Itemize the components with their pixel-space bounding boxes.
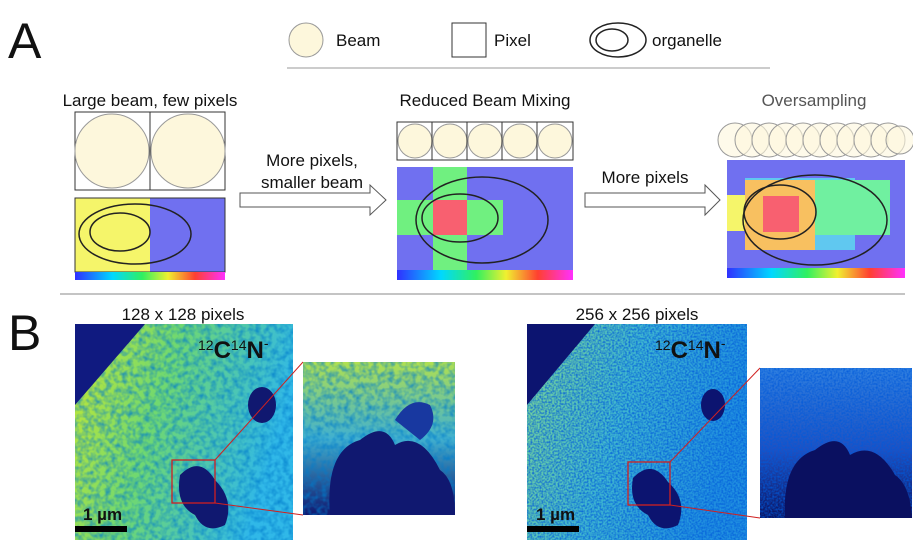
beam (151, 114, 225, 188)
beam (433, 124, 467, 158)
image-title: 256 x 256 pixels (576, 305, 699, 324)
ion-element: C (671, 337, 688, 364)
ion-mass: 14 (231, 337, 247, 353)
ion-charge: - (721, 335, 726, 351)
beam (503, 124, 537, 158)
ion-mass: 12 (655, 337, 671, 353)
panel-title: Large beam, few pixels (63, 91, 238, 110)
scale-label: 1 µm (536, 505, 575, 524)
pixel (433, 200, 467, 235)
beam (538, 124, 572, 158)
legend-pixel-icon (452, 23, 486, 57)
legend-organelle-icon (596, 29, 628, 51)
figure: A Beam Pixel organelle Large beam, few p… (0, 0, 913, 541)
color-bar (75, 272, 225, 280)
ion-charge: - (264, 335, 269, 351)
scale-label: 1 µm (83, 505, 122, 524)
image-title: 128 x 128 pixels (122, 305, 245, 324)
color-bar (397, 270, 573, 280)
ion-mass: 14 (688, 337, 704, 353)
ion-element: N (704, 337, 721, 364)
ion-element: C (214, 337, 231, 364)
dark-region (701, 389, 725, 421)
beam-row (397, 122, 573, 160)
arrow (585, 185, 720, 215)
ion-mass: 12 (198, 337, 214, 353)
legend-label: organelle (652, 31, 722, 50)
arrow-label: More pixels (602, 168, 689, 187)
beam (398, 124, 432, 158)
panel-title: Reduced Beam Mixing (399, 91, 570, 110)
ion-element: N (247, 337, 264, 364)
legend-beam-icon (289, 23, 323, 57)
scale-bar (527, 526, 579, 532)
arrow-label: smaller beam (261, 173, 363, 192)
panel-label: A (8, 13, 42, 69)
panel-title: Oversampling (762, 91, 867, 110)
arrow-label: More pixels, (266, 151, 358, 170)
beam (468, 124, 502, 158)
color-bar (727, 268, 905, 278)
scale-bar (75, 526, 127, 532)
beam (75, 114, 149, 188)
pixel (763, 196, 799, 232)
beam-row (718, 123, 913, 157)
legend-organelle-icon (590, 23, 646, 57)
legend-label: Beam (336, 31, 380, 50)
legend-label: Pixel (494, 31, 531, 50)
panel-label: B (8, 305, 41, 361)
dark-region (248, 387, 276, 423)
